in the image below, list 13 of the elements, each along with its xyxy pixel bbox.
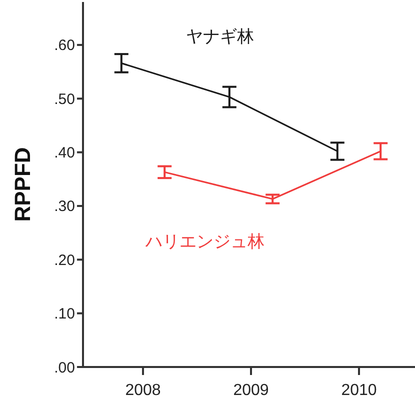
text: ヤナギ林 [186,27,254,46]
y-tick-label: .10 [54,306,75,323]
y-tick-label: .50 [54,90,75,108]
y-tick-label: .20 [54,252,75,269]
x-tick-label: 2010 [341,382,377,399]
y-tick-label: .30 [54,198,75,216]
y-tick-label: .00 [54,359,75,376]
x-tick-label: 2008 [125,382,161,399]
y-tick-label: .60 [54,37,75,54]
series-label: ハリエンジュ林 [144,232,264,251]
y-tick-label: .40 [54,144,75,162]
y-axis-title: RPPFD [10,147,35,222]
x-tick-label: 2009 [233,382,269,399]
